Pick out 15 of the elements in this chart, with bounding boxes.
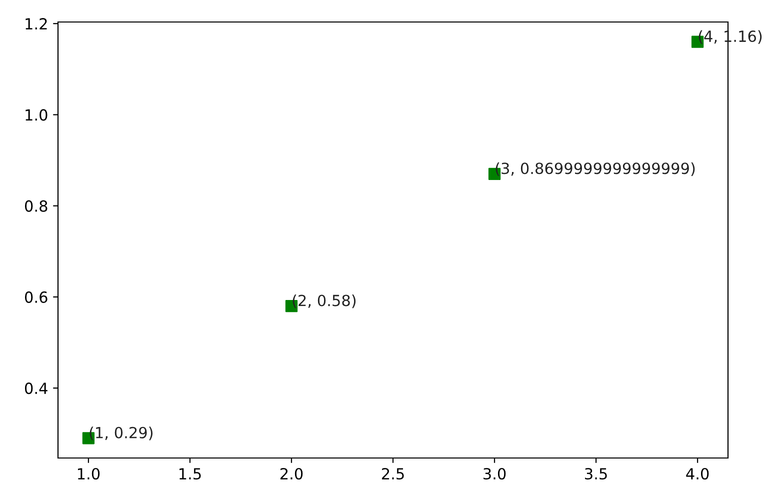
y-tick-label: 1.2 <box>26 18 47 30</box>
x-tick-label: 3.5 <box>585 468 607 480</box>
y-tick-label: 0.6 <box>24 291 48 303</box>
x-tick-label: 1.5 <box>180 468 201 480</box>
x-tick-label: 4.0 <box>686 468 709 480</box>
y-tick-label: 1.0 <box>26 109 48 121</box>
y-tick-label: 0.4 <box>24 382 48 394</box>
x-tick-label: 2.0 <box>280 468 303 480</box>
data-label: (2, 0.58) <box>292 294 356 308</box>
y-tick-label: 0.8 <box>24 200 48 212</box>
x-tick-label: 2.5 <box>382 468 404 480</box>
data-label: (3, 0.8699999999999999) <box>496 162 695 176</box>
data-label: (1, 0.29) <box>90 426 153 440</box>
x-tick-label: 1.0 <box>78 468 100 480</box>
x-tick-label: 3.0 <box>484 468 506 480</box>
